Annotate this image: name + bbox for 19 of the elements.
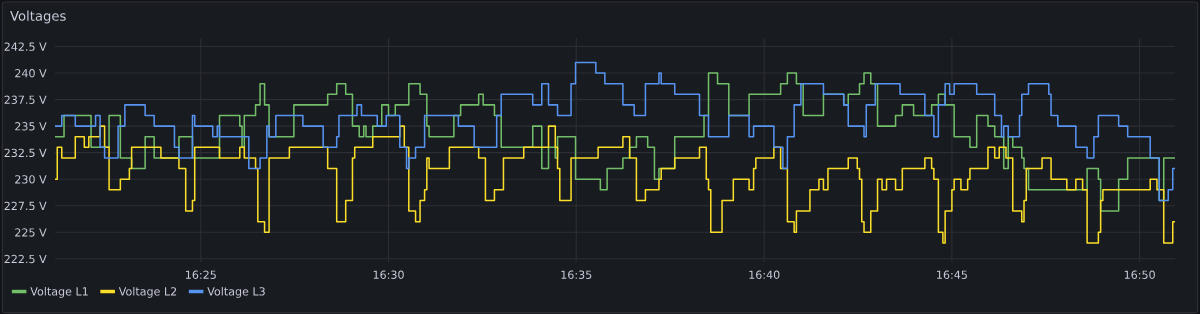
- legend-label: Voltage L2: [118, 286, 177, 298]
- x-tick-label: 16:25: [186, 270, 216, 279]
- y-tick-label: 227.5 V: [4, 201, 47, 211]
- legend-label: Voltage L3: [207, 286, 265, 298]
- y-tick-label: 222.5 V: [4, 254, 47, 264]
- y-tick-label: 237.5 V: [4, 95, 47, 104]
- chart-title: Voltages: [10, 10, 66, 24]
- y-tick-label: 235 V: [15, 122, 47, 131]
- x-tick-label: 16:50: [1124, 270, 1155, 279]
- y-tick-label: 242.5 V: [4, 42, 47, 51]
- y-tick-label: 232.5 V: [4, 148, 47, 158]
- x-tick-label: 16:40: [749, 270, 780, 279]
- x-tick-label: 16:30: [373, 270, 404, 279]
- x-tick-label: 16:45: [937, 270, 967, 279]
- x-tick-label: 16:35: [561, 270, 592, 279]
- legend-label: Voltage L1: [30, 286, 88, 298]
- y-tick-label: 230 V: [15, 175, 47, 184]
- y-tick-label: 225 V: [15, 228, 47, 237]
- y-tick-label: 240 V: [15, 69, 47, 78]
